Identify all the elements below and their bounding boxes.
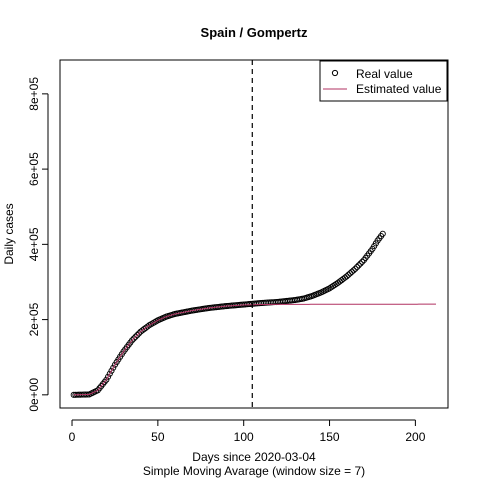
real-value-point	[352, 265, 359, 272]
x-axis-label: Days since 2020-03-04	[192, 450, 316, 464]
real-value-point	[135, 330, 143, 337]
y-tick-label: 4e+05	[27, 227, 41, 261]
legend-real-value-marker	[331, 69, 339, 77]
legend-box	[319, 60, 448, 102]
y-axis-label: Daily cases	[2, 203, 16, 264]
x-tick-label: 0	[69, 430, 76, 444]
real-value-point	[350, 267, 357, 274]
real-value-point	[348, 268, 355, 275]
real-value-point	[110, 364, 117, 371]
x-tick-label: 200	[405, 430, 425, 444]
real-value-point	[347, 270, 354, 277]
real-value-point	[129, 337, 136, 344]
real-value-point	[345, 271, 352, 278]
chart-title: Spain / Gompertz	[201, 25, 308, 40]
real-value-point	[108, 367, 115, 374]
y-tick-label: 2e+05	[27, 302, 41, 336]
real-value-point	[130, 335, 137, 342]
real-value-point	[357, 260, 364, 267]
estimated-value-line	[73, 303, 436, 396]
legend-estimated-value-label: Estimated value	[356, 82, 442, 96]
legend-real-value-label: Real value	[356, 67, 413, 81]
y-tick-label: 6e+05	[27, 152, 41, 186]
chart-subtitle: Simple Moving Avarage (window size = 7)	[143, 464, 365, 478]
plot-frame	[59, 59, 449, 409]
real-value-point	[134, 332, 141, 339]
x-tick-label: 150	[320, 430, 340, 444]
x-axis: 0 50 100 150 200	[69, 419, 426, 444]
real-value-point	[353, 264, 361, 271]
real-value-point	[359, 258, 366, 265]
real-value-point	[343, 273, 350, 280]
real-value-point	[106, 370, 113, 377]
real-value-point	[355, 262, 362, 269]
plot-marks	[70, 60, 436, 408]
legend: Real value Estimated value	[319, 60, 448, 102]
real-value-point	[105, 373, 112, 380]
x-tick-label: 100	[234, 430, 254, 444]
x-tick-label: 50	[151, 430, 165, 444]
real-value-point	[103, 376, 110, 383]
y-tick-label: 0e+00	[27, 378, 41, 412]
y-tick-label: 8e+05	[27, 77, 41, 111]
real-value-point	[379, 230, 386, 237]
y-axis: 0e+00 2e+05 4e+05 6e+05 8e+05	[27, 77, 49, 412]
real-value-point	[132, 333, 139, 340]
